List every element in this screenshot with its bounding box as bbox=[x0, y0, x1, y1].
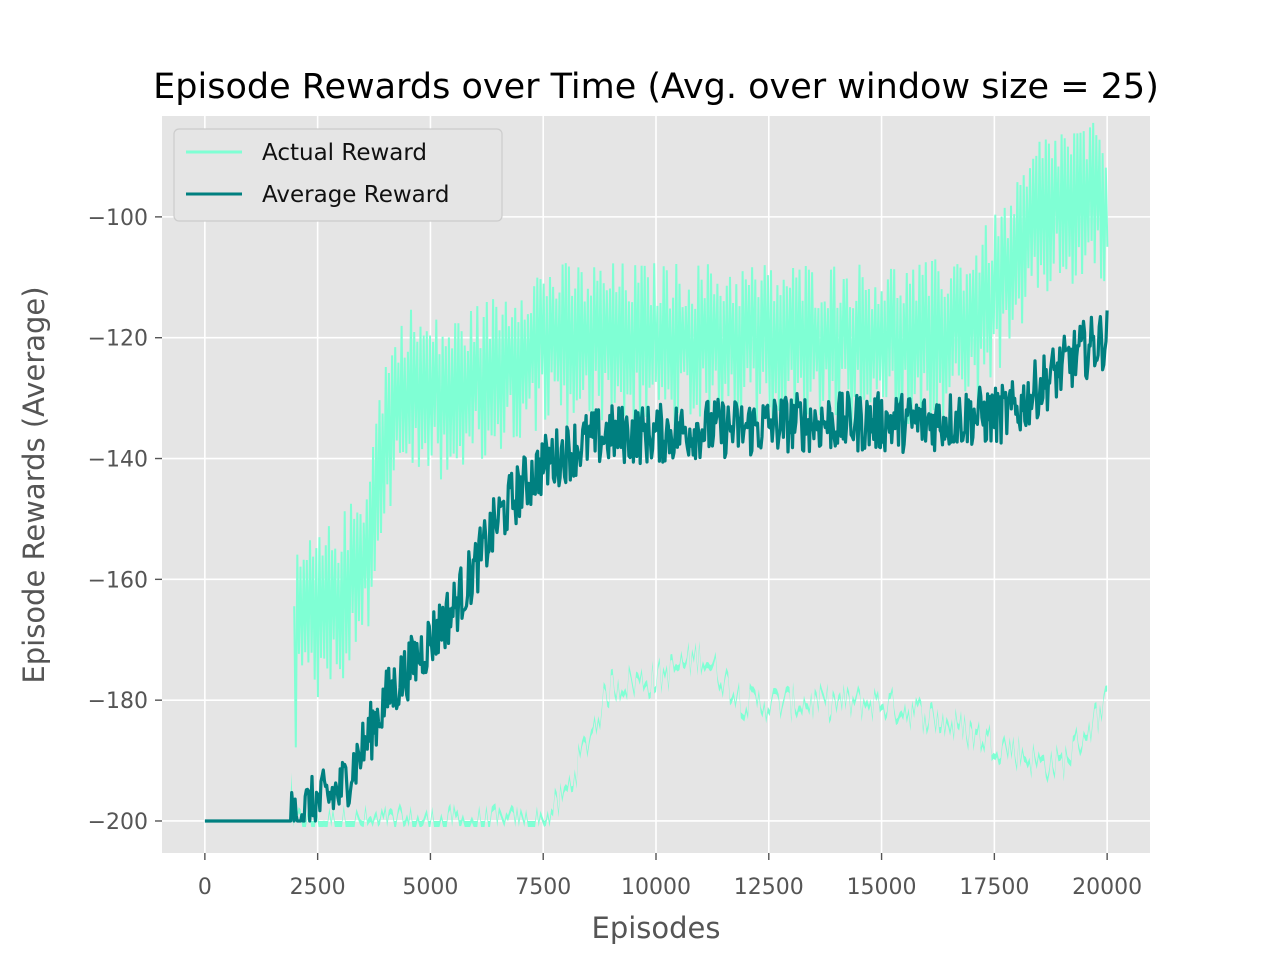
x-tick-label: 10000 bbox=[621, 875, 691, 900]
x-tick-label: 17500 bbox=[959, 875, 1029, 900]
x-tick-label: 0 bbox=[198, 875, 212, 900]
average-reward-line bbox=[204, 310, 1109, 823]
y-tick-label: −140 bbox=[88, 448, 148, 473]
y-tick-label: −100 bbox=[88, 206, 148, 231]
x-tick-label: 20000 bbox=[1072, 875, 1142, 900]
y-tick-label: −160 bbox=[88, 568, 148, 593]
y-axis-label: Episode Rewards (Average) bbox=[17, 286, 51, 683]
chart-title: Episode Rewards over Time (Avg. over win… bbox=[153, 67, 1159, 107]
y-tick-label: −180 bbox=[88, 689, 148, 714]
legend-box bbox=[173, 128, 503, 222]
x-axis-label: Episodes bbox=[592, 911, 721, 945]
y-tick-label: −200 bbox=[88, 810, 148, 835]
actual-reward-spikes bbox=[293, 122, 1109, 748]
x-tick-label: 2500 bbox=[290, 875, 346, 900]
x-tick-label: 7500 bbox=[515, 875, 571, 900]
x-tick-label: 12500 bbox=[734, 875, 804, 900]
legend-label-average-reward: Average Reward bbox=[262, 182, 449, 208]
legend-label-actual-reward: Actual Reward bbox=[262, 140, 427, 166]
x-tick-label: 5000 bbox=[402, 875, 458, 900]
y-tick-label: −120 bbox=[88, 327, 148, 352]
x-tick-label: 15000 bbox=[847, 875, 917, 900]
x-axis-ticks: 0 2500 5000 7500 10000 12500 15000 17500 20000 bbox=[198, 853, 1142, 900]
legend: Actual Reward Average Reward bbox=[173, 128, 503, 222]
y-axis-ticks: −200 −180 −160 −140 −120 −100 bbox=[88, 206, 162, 835]
